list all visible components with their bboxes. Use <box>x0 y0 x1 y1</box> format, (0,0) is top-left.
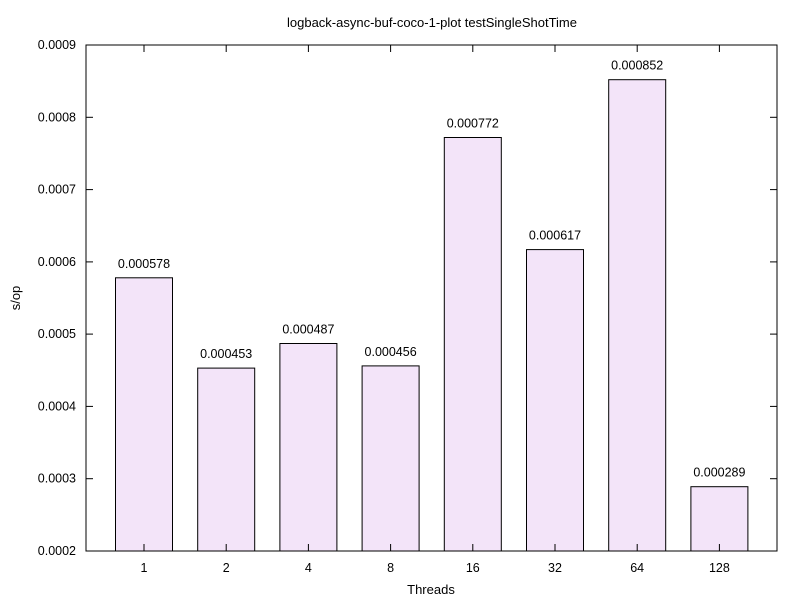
bar-64 <box>608 79 667 552</box>
data-label-8: 0.000456 <box>365 345 417 359</box>
x-tick-label-2: 2 <box>223 561 230 575</box>
y-tick-label: 0.0005 <box>38 327 76 341</box>
x-tick-label-128: 128 <box>709 561 730 575</box>
x-tick-label-4: 4 <box>305 561 312 575</box>
y-tick-label: 0.0007 <box>38 183 76 197</box>
chart-title: logback-async-buf-coco-1-plot testSingle… <box>287 15 577 30</box>
labels-layer: 0.000578 1 0.000453 2 0.000487 4 0.000456 8 0.00… <box>38 38 746 575</box>
data-label-16: 0.000772 <box>447 117 499 131</box>
bar-1 <box>115 277 173 552</box>
data-label-64: 0.000852 <box>611 59 663 73</box>
y-tick-label: 0.0003 <box>38 472 76 486</box>
axes-layer <box>85 44 778 552</box>
bar-2 <box>197 367 256 552</box>
data-label-2: 0.000453 <box>200 347 252 361</box>
plot-frame <box>85 44 778 552</box>
y-tick-label: 0.0009 <box>38 38 76 52</box>
x-tick-label-64: 64 <box>630 561 644 575</box>
data-label-4: 0.000487 <box>282 323 334 337</box>
bar-128 <box>690 486 749 552</box>
data-label-32: 0.000617 <box>529 229 581 243</box>
y-tick-label: 0.0006 <box>38 255 76 269</box>
x-tick-label-32: 32 <box>548 561 562 575</box>
data-label-128: 0.000289 <box>693 466 745 480</box>
y-tick-label: 0.0002 <box>38 544 76 558</box>
y-tick-label: 0.0008 <box>38 110 76 124</box>
bar-16 <box>443 137 502 552</box>
bar-32 <box>526 249 584 552</box>
bar-8 <box>361 365 420 552</box>
bars-layer <box>115 79 749 552</box>
x-tick-label-16: 16 <box>466 561 480 575</box>
y-tick-label: 0.0004 <box>38 399 76 413</box>
data-label-1: 0.000578 <box>118 257 170 271</box>
x-tick-label-8: 8 <box>387 561 394 575</box>
y-axis-label: s/op <box>8 286 23 311</box>
bar-4 <box>279 343 338 552</box>
x-tick-label-1: 1 <box>141 561 148 575</box>
x-axis-label: Threads <box>407 582 455 597</box>
